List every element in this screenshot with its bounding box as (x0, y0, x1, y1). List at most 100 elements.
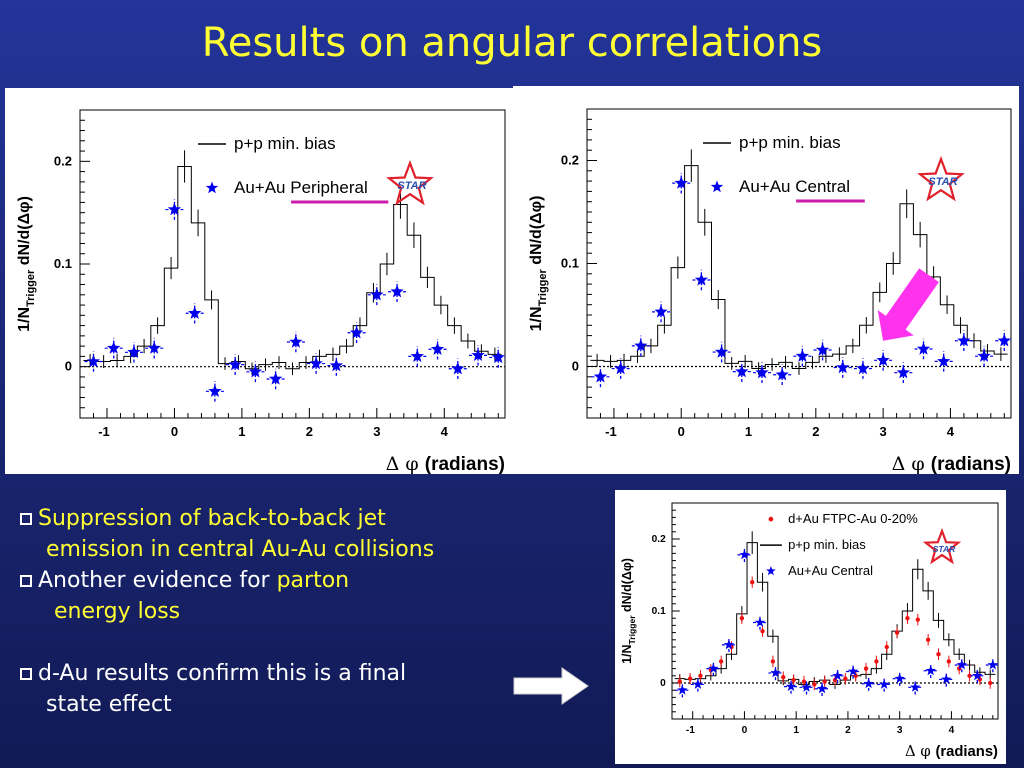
y-axis-label-part: dN/d(Δφ) (16, 196, 33, 270)
y-tick-label: 0.1 (652, 606, 666, 617)
dau-point (946, 659, 952, 664)
pp-histogram (590, 165, 1008, 370)
y-tick-label: 0 (660, 678, 666, 689)
x-axis-label-unit: (radians) (425, 454, 505, 474)
y-tick-label: 0.2 (561, 153, 579, 168)
auau-star-point (269, 372, 283, 385)
star-logo: STAR (917, 155, 965, 202)
bullet-item: Suppression of back-to-back jet (20, 503, 520, 534)
auau-star-point (910, 681, 921, 692)
x-axis-label: Δ φ (radians) (905, 743, 998, 760)
dau-point (863, 666, 869, 671)
x-axis-label: Δ φ (radians) (386, 453, 505, 474)
auau-star-point (863, 678, 874, 689)
auau-star-point (692, 679, 704, 689)
y-tick-label: 0.2 (54, 153, 72, 168)
x-tick-label: 4 (947, 424, 955, 439)
x-tick-label: 1 (793, 725, 799, 736)
star-logo-text: STAR (933, 544, 956, 554)
dau-point (750, 580, 755, 585)
auau-star-point (815, 343, 830, 356)
bullet-item: Another evidence for parton (20, 565, 520, 596)
x-tick-label: -1 (686, 725, 695, 736)
chart-central: -1 0 1 2 3 4 0 0.1 0.2 Δ φ (radians) 1/NTrigger dN… (528, 108, 1012, 474)
auau-star-point (956, 659, 967, 670)
auau-star-point (451, 361, 465, 375)
chart-dau: -1 0 1 2 3 4 0 0.1 0.2 Δ φ (radians) 1/NTrigger dN… (620, 502, 999, 760)
dau-point (739, 616, 745, 621)
auau-star-point (754, 617, 766, 627)
auau-star-point (879, 679, 890, 689)
y-axis-label: 1/NTrigger dN/d(Δφ) (16, 196, 37, 332)
bullet-list: Suppression of back-to-back jet emission … (20, 503, 520, 720)
auau-star-point (674, 176, 688, 189)
plot-area (674, 531, 998, 698)
y-axis-label: 1/NTrigger dN/d(Δφ) (528, 196, 549, 332)
auau-star-point (847, 666, 859, 676)
auau-star-point (916, 342, 931, 355)
bullet-text: Another evidence for (38, 568, 277, 593)
x-axis-label: Δ φ (radians) (892, 453, 1011, 474)
dau-point (843, 676, 848, 681)
auau-star-point (147, 341, 161, 354)
auau-star-point (188, 306, 202, 319)
bullet-text: Suppression of back-to-back jet (38, 506, 386, 531)
legend-label: p+p min. bias (788, 537, 866, 552)
bullet-continuation: emission in central Au-Au collisions (20, 534, 520, 565)
x-tick-label: 1 (238, 424, 245, 439)
y-axis-label-sub: Trigger (627, 615, 637, 645)
auau-star-point (410, 349, 424, 363)
dau-point (884, 644, 889, 650)
auau-star-point (430, 342, 445, 355)
auau-star-point (329, 358, 343, 372)
y-axis-label-sub: Trigger (537, 268, 549, 306)
auau-star-point (987, 659, 998, 670)
legend-label: Au+Au Central (788, 563, 873, 578)
dau-point (936, 652, 941, 657)
y-tick-label: 0.1 (54, 256, 72, 271)
bullet-continuation: energy loss (20, 596, 520, 627)
auau-star-point (816, 683, 828, 694)
auau-star-point (770, 667, 781, 678)
auau-star-point (896, 365, 910, 379)
auau-star-point (208, 384, 222, 397)
star-logo-outline (922, 527, 962, 565)
x-tick-label: 0 (678, 424, 685, 439)
auau-star-point (925, 665, 936, 676)
x-tick-label: -1 (605, 424, 617, 439)
y-axis-label-part: dN/d(Δφ) (620, 558, 634, 615)
x-axis-label-symbol: Δ φ (892, 453, 931, 474)
plot-area (83, 150, 505, 402)
legend-star-marker (710, 180, 724, 193)
bullet-text: d-Au results confirm this is a final (38, 661, 407, 686)
star-logo: STAR (922, 527, 962, 565)
x-tick-label: 2 (812, 424, 819, 439)
auau-star-point (86, 354, 101, 368)
auau-star-point (471, 348, 485, 361)
x-tick-label: 3 (897, 725, 903, 736)
auau-star-point (739, 549, 750, 560)
auau-star-point (836, 360, 850, 374)
auau-star-point (107, 341, 121, 354)
auau-star-point (755, 365, 769, 379)
auau-star-point (723, 639, 735, 650)
auau-star-point (937, 354, 951, 367)
dau-point (677, 679, 682, 684)
auau-star-point (997, 333, 1011, 347)
auau-star-point (593, 369, 608, 383)
y-tick-label: 0.2 (652, 534, 666, 545)
bullet-continuation: state effect (20, 689, 520, 720)
dau-point (915, 617, 920, 622)
auau-star-point (876, 353, 890, 366)
dau-point (822, 679, 827, 684)
bullet-text: energy loss (54, 599, 181, 624)
x-axis-label-unit: (radians) (935, 744, 998, 760)
auau-star-point (735, 364, 749, 378)
x-tick-label: 0 (742, 725, 748, 736)
star-logo-outline (386, 159, 434, 206)
y-tick-label: 0 (572, 359, 579, 374)
y-axis-label-part: 1/N (528, 306, 545, 331)
star-logo: STAR (386, 159, 434, 206)
auau-star-point (894, 673, 905, 684)
auau-star-point (832, 670, 843, 681)
